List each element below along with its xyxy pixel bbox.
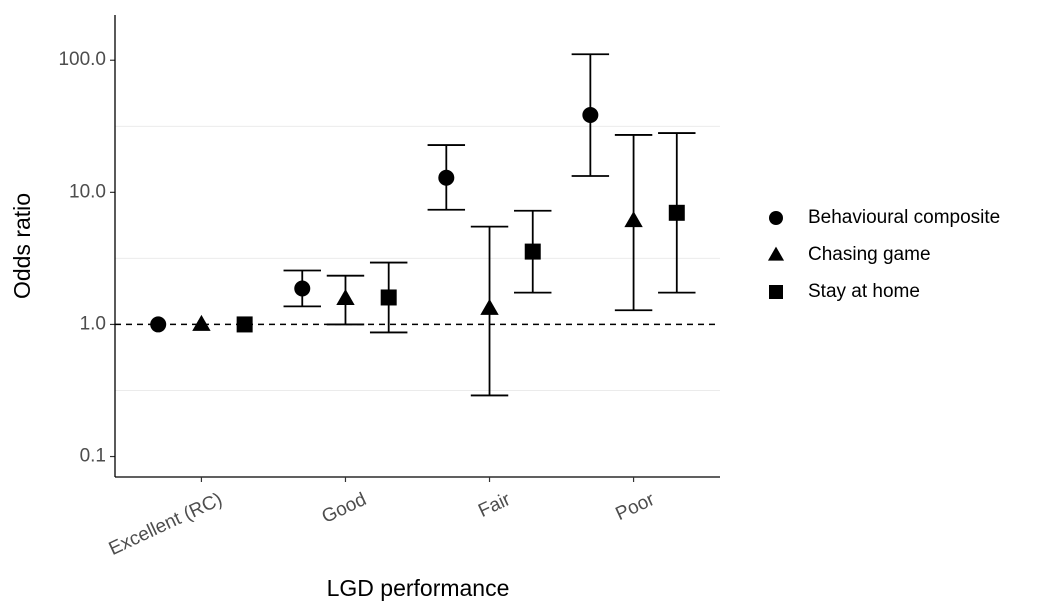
legend-label: Stay at home <box>808 281 920 302</box>
legend-marker <box>769 211 783 225</box>
x-axis-title: LGD performance <box>327 575 510 601</box>
legend-marker <box>767 246 785 261</box>
y-tick-label: 100.0 <box>58 49 106 70</box>
legend-label: Chasing game <box>808 244 931 265</box>
x-tick-label: Good <box>319 489 370 528</box>
y-tick-label: 1.0 <box>80 313 106 334</box>
point <box>524 243 541 260</box>
point <box>380 289 397 306</box>
point <box>582 106 599 123</box>
point <box>336 288 355 305</box>
point <box>480 298 499 315</box>
point <box>236 316 253 333</box>
point <box>192 314 211 331</box>
point <box>150 316 167 333</box>
legend-label: Behavioural composite <box>808 207 1000 228</box>
point <box>624 211 643 228</box>
x-tick-label: Fair <box>475 489 514 522</box>
y-tick-label: 10.0 <box>69 181 106 202</box>
legend-marker <box>769 285 783 299</box>
point <box>294 280 311 297</box>
x-tick-label: Excellent (RC) <box>106 489 226 560</box>
y-axis-title: Odds ratio <box>9 193 35 299</box>
point <box>438 169 455 186</box>
x-tick-label: Poor <box>613 489 659 525</box>
y-tick-label: 0.1 <box>80 446 106 467</box>
point <box>668 204 685 221</box>
